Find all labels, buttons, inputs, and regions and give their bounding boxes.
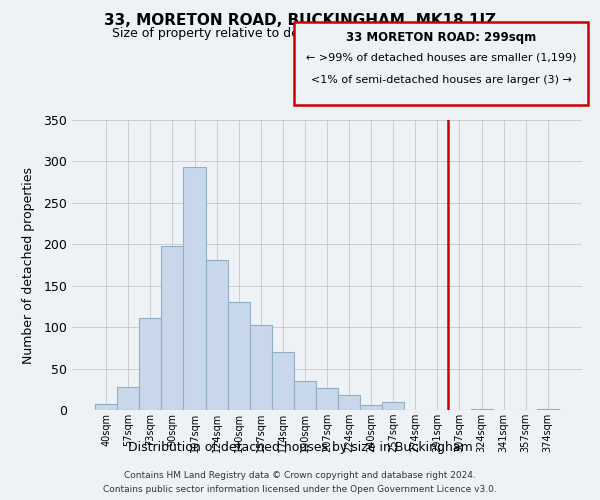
Bar (227, 302, 250, 410)
Bar (184, 167, 206, 410)
Bar (316, 388, 338, 410)
Bar (338, 395, 360, 410)
Bar (95, 404, 117, 410)
Text: 33 MORETON ROAD: 299sqm: 33 MORETON ROAD: 299sqm (346, 32, 536, 44)
Bar (250, 326, 272, 410)
Text: 33, MORETON ROAD, BUCKINGHAM, MK18 1JZ: 33, MORETON ROAD, BUCKINGHAM, MK18 1JZ (104, 12, 496, 28)
Bar (117, 387, 139, 410)
Bar (537, 409, 559, 410)
Text: Size of property relative to detached houses in Buckingham: Size of property relative to detached ho… (112, 28, 488, 40)
Text: <1% of semi-detached houses are larger (3) →: <1% of semi-detached houses are larger (… (311, 75, 571, 85)
Bar (382, 402, 404, 410)
Bar (139, 318, 161, 410)
Text: Distribution of detached houses by size in Buckingham: Distribution of detached houses by size … (128, 441, 472, 454)
Bar (161, 246, 184, 410)
Bar (360, 405, 382, 410)
Text: ← >99% of detached houses are smaller (1,199): ← >99% of detached houses are smaller (1… (306, 52, 576, 62)
Bar (470, 409, 493, 410)
Text: Contains HM Land Registry data © Crown copyright and database right 2024.: Contains HM Land Registry data © Crown c… (124, 472, 476, 480)
Text: Contains public sector information licensed under the Open Government Licence v3: Contains public sector information licen… (103, 484, 497, 494)
Y-axis label: Number of detached properties: Number of detached properties (22, 166, 35, 364)
Bar (294, 381, 316, 410)
Bar (206, 260, 227, 410)
Bar (272, 352, 294, 410)
